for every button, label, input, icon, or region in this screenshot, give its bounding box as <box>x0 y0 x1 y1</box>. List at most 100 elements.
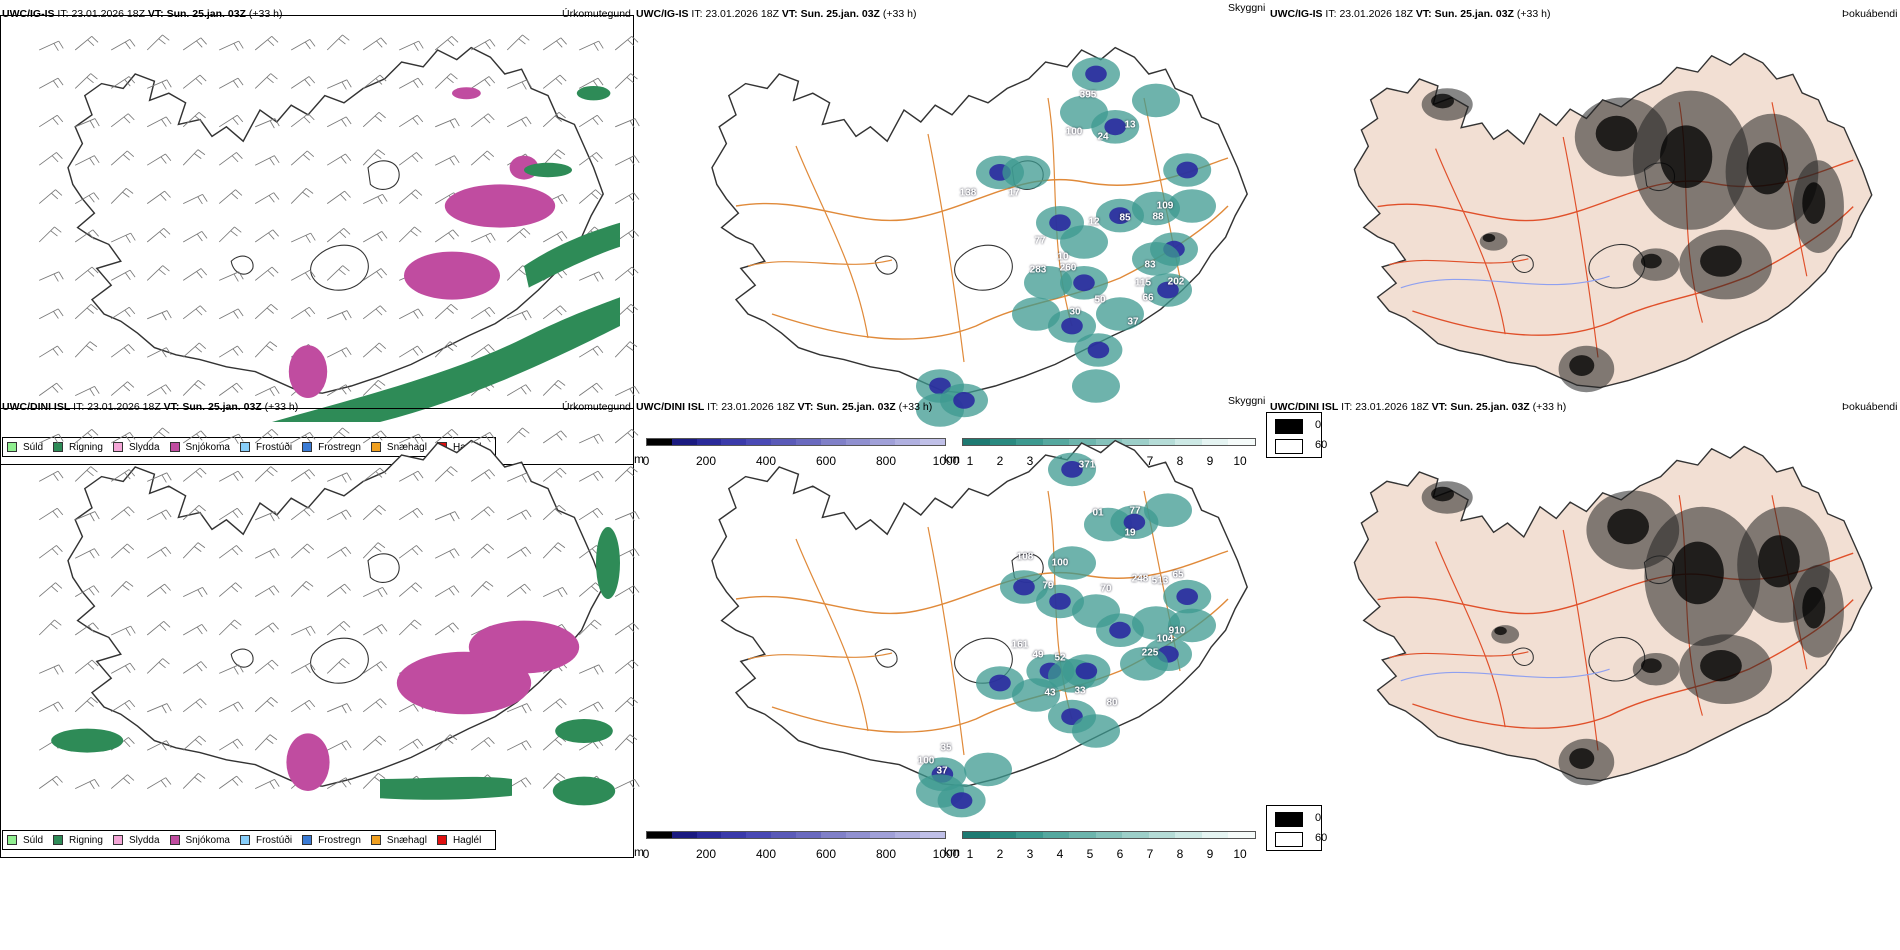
vt-label: VT: <box>797 401 814 413</box>
legend-label: Slydda <box>128 834 160 846</box>
vt-value: Sun. 25.jan. 03Z <box>1434 8 1514 20</box>
iceland-map <box>38 34 640 422</box>
ceiling-value-label: 260 <box>1059 262 1077 274</box>
ceiling-tick: 800 <box>875 454 897 468</box>
vt-value: Sun. 25.jan. 03Z <box>166 8 246 20</box>
lead-time: (+33 h) <box>264 401 299 413</box>
legend-swatch <box>370 835 381 845</box>
legend-label: Snjókoma <box>185 441 230 453</box>
fog-panel: UWC/DINI ISL IT: 23.01.2026 18Z VT: Sun.… <box>1268 393 1900 786</box>
ceiling-value-label: 83 <box>1144 259 1156 271</box>
ceiling-value-label: 77 <box>1129 505 1141 517</box>
ceiling-value-label: 395 <box>1079 89 1097 101</box>
it-label: IT: <box>57 8 69 20</box>
visibility-gradient <box>962 831 1256 839</box>
visibility-tick: 7 <box>1146 847 1154 861</box>
ceiling-value-label: 30 <box>1069 306 1081 318</box>
legend-label: Snjókoma <box>185 834 230 846</box>
it-label: IT: <box>73 401 85 413</box>
precip-legend-item: Snjókoma <box>169 834 230 846</box>
ceiling-value-label: 01 <box>1092 507 1104 519</box>
ceiling-value-label: 115 <box>1134 277 1152 289</box>
ceiling-tick: 200 <box>695 454 717 468</box>
model-name: UWC/IG-IS <box>636 8 689 20</box>
ceiling-value-label: 13 <box>1124 119 1136 131</box>
visibility-tick: 8 <box>1176 847 1184 861</box>
row-ig-is: UWC/IG-IS IT: 23.01.2026 18Z VT: Sun. 25… <box>0 0 1900 468</box>
legend-label: Frostúði <box>255 441 293 453</box>
precip-panel-title: Úrkomutegund <box>562 8 631 20</box>
precip-title: UWC/DINI ISL IT: 23.01.2026 18Z VT: Sun.… <box>2 401 298 413</box>
vt-value: Sun. 25.jan. 03Z <box>816 401 896 413</box>
visibility-tick: 2 <box>996 454 1004 468</box>
visibility-tick: 9 <box>1206 454 1214 468</box>
ceiling-colorbar: m 0 200 400 600 800 1000 <box>634 438 959 468</box>
it-value: 23.01.2026 18Z <box>705 8 779 20</box>
ceiling-tick: 0 <box>642 454 650 468</box>
legend-swatch <box>436 835 447 845</box>
vt-label: VT: <box>163 401 180 413</box>
ceiling-unit: m <box>634 845 644 859</box>
cloud-panel-title: Skyggni <box>1228 2 1266 14</box>
legend-swatch <box>239 442 250 452</box>
ceiling-value-label: 513 <box>1151 575 1169 587</box>
visibility-tick: 5 <box>1086 847 1094 861</box>
ceiling-value-label: 248 <box>1131 573 1149 585</box>
it-value: 23.01.2026 18Z <box>87 401 161 413</box>
ceiling-value-label: 35 <box>940 742 952 754</box>
ceiling-visibility-panel: UWC/IG-IS IT: 23.01.2026 18Z VT: Sun. 25… <box>634 0 1268 427</box>
ceiling-tick: 400 <box>755 454 777 468</box>
it-label: IT: <box>691 8 703 20</box>
ceiling-tick: 800 <box>875 847 897 861</box>
it-value: 23.01.2026 18Z <box>71 8 145 20</box>
precip-panel-title: Úrkomutegund <box>562 401 631 413</box>
ceiling-value-label: 50 <box>1094 294 1106 306</box>
legend-swatch <box>7 835 17 845</box>
legend-swatch <box>112 442 123 452</box>
visibility-tick: 7 <box>1146 454 1154 468</box>
ceiling-tick: 400 <box>755 847 777 861</box>
ceiling-value-label: 70 <box>1100 583 1112 595</box>
ceiling-value-label: 283 <box>1029 264 1047 276</box>
precip-map-frame <box>0 15 634 465</box>
it-label: IT: <box>1341 401 1353 413</box>
fog-legend-label: 0 <box>1315 419 1322 431</box>
ceiling-unit: m <box>634 452 644 466</box>
visibility-tick: 1 <box>966 847 974 861</box>
ceiling-title: UWC/IG-IS IT: 23.01.2026 18Z VT: Sun. 25… <box>636 8 916 20</box>
visibility-tick: 6 <box>1116 847 1124 861</box>
ceiling-value-label: 910 <box>1168 625 1186 637</box>
iceland-map <box>38 427 640 806</box>
legend-swatch <box>53 835 64 845</box>
precip-legend-item: Súld <box>7 835 43 846</box>
fog-swatch <box>1275 812 1303 827</box>
visibility-colorbar: km 1 2 3 4 5 6 7 8 9 10 <box>944 831 1256 861</box>
ceiling-gradient <box>646 831 946 839</box>
visibility-unit: km <box>944 845 960 859</box>
fog-panel: UWC/IG-IS IT: 23.01.2026 18Z VT: Sun. 25… <box>1268 0 1900 393</box>
it-value: 23.01.2026 18Z <box>721 401 795 413</box>
ceiling-value-label: 10 <box>1057 251 1069 263</box>
visibility-tick: 3 <box>1026 847 1034 861</box>
model-name: UWC/IG-IS <box>2 8 55 20</box>
ceiling-value-label: 77 <box>1034 235 1046 247</box>
ceiling-tick: 200 <box>695 847 717 861</box>
ceiling-value-label: 49 <box>1032 649 1044 661</box>
fog-legend-label: 60 <box>1315 832 1328 844</box>
ceiling-value-label: 17 <box>1008 187 1020 199</box>
it-label: IT: <box>1325 8 1337 20</box>
visibility-tick: 2 <box>996 847 1004 861</box>
precip-type-panel: UWC/DINI ISL IT: 23.01.2026 18Z VT: Sun.… <box>0 393 640 858</box>
ceiling-value-label: 65 <box>1172 569 1184 581</box>
ceiling-tick: 600 <box>815 847 837 861</box>
vt-value: Sun. 25.jan. 03Z <box>1450 401 1530 413</box>
fog-legend-box: 0 60 <box>1266 412 1327 458</box>
precip-legend-item: Snæhagl <box>370 835 427 846</box>
ceiling-gradient <box>646 438 946 446</box>
visibility-tick: 9 <box>1206 847 1214 861</box>
legend-swatch <box>370 442 381 452</box>
precip-legend-item: Rigning <box>53 835 103 846</box>
fog-title: UWC/IG-IS IT: 23.01.2026 18Z VT: Sun. 25… <box>1270 8 1550 20</box>
ceiling-value-label: 24 <box>1097 131 1109 143</box>
ceiling-title: UWC/DINI ISL IT: 23.01.2026 18Z VT: Sun.… <box>636 401 932 413</box>
